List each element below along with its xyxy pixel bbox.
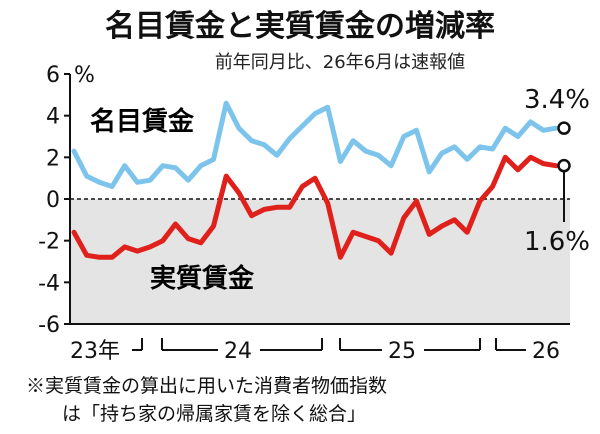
- chart-subtitle: 前年同月比、26年6月は速報値: [215, 52, 465, 73]
- series-line-nominal: [71, 100, 559, 189]
- negative-shade: [70, 199, 570, 324]
- y-tick-label: -4: [38, 271, 60, 296]
- chart-title: 名目賃金と実質賃金の増減率: [105, 9, 495, 44]
- note-line-2: は「持ち家の帰属家賃を除く総合」: [62, 403, 366, 425]
- y-tick-label: 0: [46, 188, 60, 213]
- end-marker-nominal: [557, 121, 571, 135]
- series-lines: [71, 100, 571, 260]
- callout-real-last: 1.6%: [524, 227, 590, 257]
- y-tick-label: -6: [38, 313, 60, 338]
- y-tick-label: 2: [46, 146, 60, 171]
- x-year-label: 23年: [70, 339, 120, 364]
- note-line-1: ※実質賃金の算出に用いた消費者物価指数: [26, 375, 387, 397]
- series-label-nominal: 名目賃金: [90, 106, 195, 137]
- y-axis-ticks: 6 4 2 0 -2 -4 -6: [38, 63, 70, 338]
- y-tick-label: 6: [46, 63, 60, 88]
- callout-nominal-last: 3.4%: [524, 85, 590, 115]
- x-axis-labels: 23年 24 25 26: [70, 338, 560, 364]
- x-year-label: 25: [388, 339, 416, 364]
- y-unit-label: %: [74, 63, 95, 88]
- y-tick-label: 4: [46, 105, 60, 130]
- series-line-real: [71, 154, 559, 260]
- end-marker-real: [557, 158, 571, 173]
- y-tick-label: -2: [38, 230, 60, 255]
- series-label-real: 実質賃金: [150, 263, 255, 294]
- x-year-label: 24: [224, 339, 252, 364]
- x-year-label: 26: [532, 339, 560, 364]
